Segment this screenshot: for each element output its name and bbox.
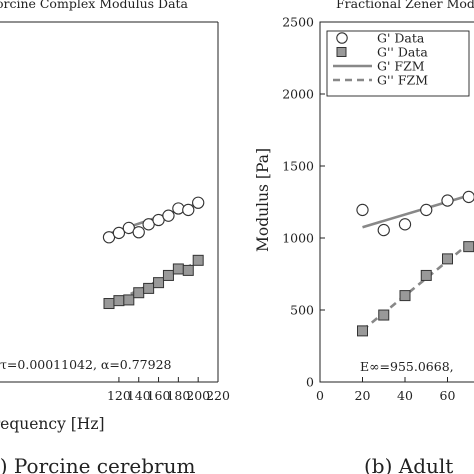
legend-square-marker [336, 47, 347, 57]
right-y-axis-label: Modulus [Pa] [254, 148, 272, 252]
right-gprime-point [377, 223, 390, 237]
right-x-tick-label: 20 [355, 388, 371, 403]
left-x-tick-label: 120 [107, 388, 131, 403]
right-y-tick-label: 1500 [282, 159, 314, 174]
right-gprime-point [420, 203, 433, 217]
right-chart-title: Fractional Zener Model [336, 0, 474, 11]
right-gdoubleprime-point [442, 253, 453, 265]
right-gprime-point [462, 190, 474, 204]
left-annotation: τ=0.00011042, α=0.77928 [0, 357, 172, 372]
left-data-markers [102, 196, 205, 310]
right-gdoubleprime-point [399, 290, 411, 302]
left-gdoubleprime-point [172, 263, 184, 275]
right-y-tick-label: 1000 [282, 231, 314, 246]
left-x-tick-label: 160 [147, 388, 171, 403]
left-x-tick-label: 140 [127, 388, 151, 403]
left-gdoubleprime-point [153, 277, 165, 289]
left-x-axis-label: Frequency [Hz] [0, 415, 105, 433]
right-y-tick-label: 500 [290, 303, 314, 318]
left-gprime-point [172, 202, 185, 215]
left-gdoubleprime-point [123, 294, 135, 306]
right-gdoubleprime-point [357, 325, 368, 337]
legend-entry-label: G'' Data [377, 45, 428, 60]
legend-circle-marker [336, 32, 348, 44]
left-gprime-point [162, 209, 175, 222]
right-gdoubleprime-point [463, 241, 474, 253]
left-gdoubleprime-point [103, 298, 115, 310]
right-gdoubleprime-point [420, 269, 432, 281]
legend-entry-label: G'' FZM [377, 73, 428, 88]
right-x-tick-label: 0 [316, 388, 324, 403]
right-gdoubleprime-point [378, 309, 390, 321]
right-caption: (b) Adult [364, 454, 453, 474]
right-gprime-point [398, 218, 412, 231]
right-data-markers [356, 190, 474, 337]
right-y-tick-label: 0 [306, 375, 314, 390]
legend-entry-label: G' FZM [377, 59, 425, 74]
right-y-tick-label: 2000 [282, 87, 314, 102]
left-gdoubleprime-point [113, 295, 125, 307]
left-x-tick-label: 200 [186, 388, 210, 403]
left-x-tick-label: 220 [206, 388, 230, 403]
left-chart-title: Porcine Complex Modulus Data [0, 0, 189, 11]
legend-box [326, 30, 470, 97]
left-gprime-point [132, 226, 145, 239]
left-gprime-point [112, 226, 126, 240]
left-gprime-point [192, 196, 205, 209]
left-gdoubleprime-point [162, 269, 174, 281]
left-caption: (a) Porcine cerebrum [0, 454, 195, 474]
left-gprime-point [182, 203, 195, 217]
legend-entry-label: G' Data [377, 31, 425, 46]
right-annotation: E∞=955.0668, [360, 359, 454, 374]
chart-right: 0 20 40 60 0 500 1000 1500 2000 2500 Fractional Z… [254, 0, 474, 474]
right-gprime-point [441, 194, 454, 207]
left-gdoubleprime-point [192, 254, 204, 266]
right-x-tick-label: 40 [397, 388, 413, 403]
left-gdoubleprime-point [133, 287, 145, 299]
right-axis-ticks: 0 20 40 60 0 500 1000 1500 2000 2500 [282, 15, 455, 404]
right-x-tick-label: 60 [440, 388, 456, 403]
left-x-tick-label: 180 [166, 388, 190, 403]
right-y-tick-label: 2500 [282, 15, 314, 30]
left-gdoubleprime-point [182, 264, 194, 276]
left-gdoubleprime-point [143, 282, 155, 294]
right-gprime-point [356, 203, 369, 217]
